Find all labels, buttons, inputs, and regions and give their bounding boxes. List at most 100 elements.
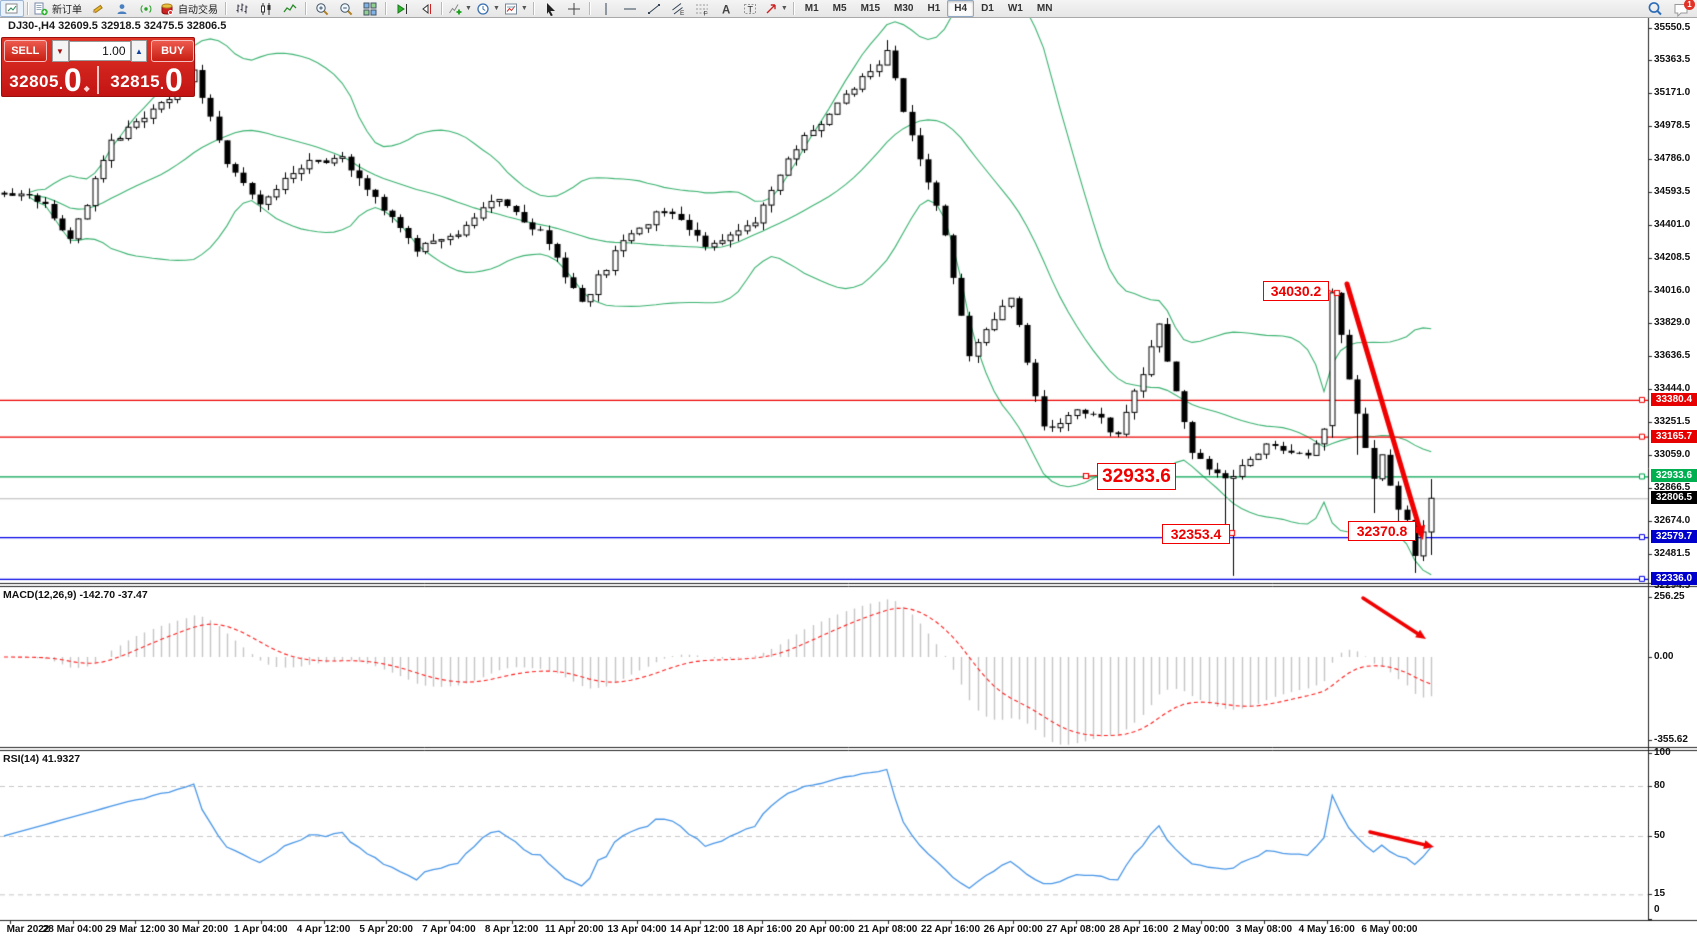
volume-increment-button[interactable]: ▲ bbox=[130, 40, 148, 62]
new-order-button[interactable]: 新订单 bbox=[32, 0, 86, 17]
search-icon[interactable] bbox=[1647, 1, 1663, 17]
signal-icon bbox=[139, 2, 153, 16]
timeframe-button-h1[interactable]: H1 bbox=[927, 3, 941, 14]
equidistant-channel-button[interactable]: E bbox=[666, 0, 690, 17]
toolbar-right: 1 bbox=[1647, 0, 1695, 17]
cursor-icon bbox=[543, 2, 557, 16]
zoom-in-button[interactable] bbox=[310, 0, 334, 17]
zoom-out-icon bbox=[339, 2, 353, 16]
styles-button[interactable] bbox=[86, 0, 110, 17]
sell-price-main: 32805 bbox=[9, 72, 59, 91]
arrows-button[interactable]: ▼ bbox=[762, 0, 790, 17]
chart-window-icon[interactable] bbox=[0, 0, 24, 17]
chart-shift-button[interactable] bbox=[414, 0, 438, 17]
dropdown-caret-icon: ▼ bbox=[465, 5, 472, 12]
price-callout[interactable]: 34030.2 bbox=[1263, 281, 1329, 301]
vertical-line-button[interactable] bbox=[594, 0, 618, 17]
candlestick-chart-button[interactable] bbox=[254, 0, 278, 17]
trade-panel-divider bbox=[97, 66, 99, 94]
one-click-trade-panel: SELL ▼ ▲ BUY 32805 . 0 ◆ 32815 . 0 bbox=[1, 37, 195, 97]
zoom-in-icon bbox=[315, 2, 329, 16]
svg-text:A: A bbox=[722, 4, 730, 16]
dropdown-caret-icon: ▼ bbox=[520, 5, 528, 12]
macd-axis-tick: 256.25 bbox=[1654, 591, 1685, 602]
time-axis-label: 20 Apr 00:00 bbox=[795, 924, 855, 935]
line-chart-button[interactable] bbox=[278, 0, 302, 17]
signals-button[interactable] bbox=[134, 0, 158, 17]
indicators-button[interactable]: ▼ bbox=[446, 0, 474, 17]
toolbar-separator bbox=[27, 2, 28, 15]
trend-icon bbox=[647, 2, 661, 16]
chart-mini-icon bbox=[5, 2, 19, 16]
time-axis-label: 29 Mar 12:00 bbox=[105, 924, 166, 935]
buy-price[interactable]: 32815 . 0 bbox=[99, 64, 194, 96]
price-callout[interactable]: 32353.4 bbox=[1162, 524, 1230, 544]
bar-chart-button[interactable] bbox=[230, 0, 254, 17]
profiles-button[interactable] bbox=[110, 0, 134, 17]
time-axis-label: 22 Apr 16:00 bbox=[920, 924, 981, 935]
horizontal-line-button[interactable] bbox=[618, 0, 642, 17]
toolbar: 新订单 自动交易 ▼ ▼ ▼ E F A T ▼ M1 M5 M15 M30 H1 H4 D1 W1 MN bbox=[0, 0, 1697, 18]
zoom-out-button[interactable] bbox=[334, 0, 358, 17]
crosshair-button[interactable] bbox=[562, 0, 586, 17]
time-axis-label: 21 Apr 08:00 bbox=[858, 924, 918, 935]
time-axis-label: 30 Mar 20:00 bbox=[168, 924, 229, 935]
svg-text:T: T bbox=[747, 4, 753, 14]
sell-button[interactable]: SELL bbox=[4, 40, 47, 62]
price-callout[interactable]: 32370.8 bbox=[1348, 521, 1416, 541]
fibonacci-button[interactable]: F bbox=[690, 0, 714, 17]
text-label-button[interactable]: T bbox=[738, 0, 762, 17]
timeframe-button-d1[interactable]: D1 bbox=[981, 3, 994, 14]
time-axis-label: 13 Apr 04:00 bbox=[607, 924, 667, 935]
time-axis-label: 5 Apr 20:00 bbox=[359, 924, 413, 935]
auto-scroll-button[interactable] bbox=[390, 0, 414, 17]
timeframe-button-h4[interactable]: H4 bbox=[947, 0, 975, 17]
vline-icon bbox=[599, 2, 613, 16]
cursor-button[interactable] bbox=[538, 0, 562, 17]
svg-text:F: F bbox=[703, 10, 707, 16]
periods-button[interactable]: ▼ bbox=[474, 0, 502, 17]
volume-decrement-button[interactable]: ▼ bbox=[51, 40, 69, 62]
time-axis-label: Mar 2022 bbox=[6, 924, 50, 935]
dropdown-caret-icon: ▼ bbox=[780, 5, 788, 12]
timeframe-button-m30[interactable]: M30 bbox=[894, 3, 914, 14]
sell-price[interactable]: 32805 . 0 ◆ bbox=[2, 64, 97, 96]
trendline-button[interactable] bbox=[642, 0, 666, 17]
timeframe-button-m15[interactable]: M15 bbox=[860, 3, 881, 14]
price-axis-tick: 34016.0 bbox=[1654, 284, 1691, 296]
notifications-icon[interactable]: 1 bbox=[1673, 0, 1695, 17]
tile-windows-button[interactable] bbox=[358, 0, 382, 17]
timeframe-button-mn[interactable]: MN bbox=[1036, 3, 1053, 14]
toolbar-separator bbox=[532, 2, 534, 15]
buy-button[interactable]: BUY bbox=[151, 40, 194, 62]
time-axis-label: 2 May 00:00 bbox=[1173, 924, 1230, 935]
price-callout[interactable]: 32933.6 bbox=[1097, 463, 1176, 490]
bar-chart-icon bbox=[235, 2, 249, 16]
text-button[interactable]: A bbox=[714, 0, 738, 17]
buy-price-dot: . bbox=[160, 76, 164, 92]
add-indicator-icon bbox=[448, 2, 462, 16]
volume-input[interactable] bbox=[68, 41, 131, 61]
candle-chart-icon bbox=[259, 2, 273, 16]
price-axis-tick: 34978.5 bbox=[1654, 120, 1691, 132]
clock-icon bbox=[476, 2, 490, 16]
toolbar-separator bbox=[588, 2, 590, 15]
timeframe-button-m1[interactable]: M1 bbox=[804, 3, 819, 14]
trade-panel-controls: SELL ▼ ▲ BUY bbox=[2, 40, 194, 62]
timeframe-button-w1[interactable]: W1 bbox=[1007, 3, 1023, 14]
autotrade-button[interactable]: 自动交易 bbox=[158, 0, 222, 17]
dropdown-caret-icon: ▼ bbox=[492, 5, 500, 12]
crosshair-icon bbox=[567, 2, 581, 16]
macd-label: MACD(12,26,9) -142.70 -37.47 bbox=[3, 589, 148, 601]
time-axis-label: 27 Apr 08:00 bbox=[1046, 924, 1106, 935]
trade-panel-prices: 32805 . 0 ◆ 32815 . 0 bbox=[2, 64, 194, 96]
timeframe-button-m5[interactable]: M5 bbox=[832, 3, 847, 14]
price-axis-tick: 32866.5 bbox=[1654, 481, 1691, 493]
current-price-badge: 32806.5 bbox=[1651, 491, 1697, 505]
line-chart-icon bbox=[283, 2, 297, 16]
rsi-label: RSI(14) 41.9327 bbox=[3, 753, 81, 765]
price-axis-tick: 33829.0 bbox=[1654, 317, 1691, 329]
templates-button[interactable]: ▼ bbox=[502, 0, 530, 17]
